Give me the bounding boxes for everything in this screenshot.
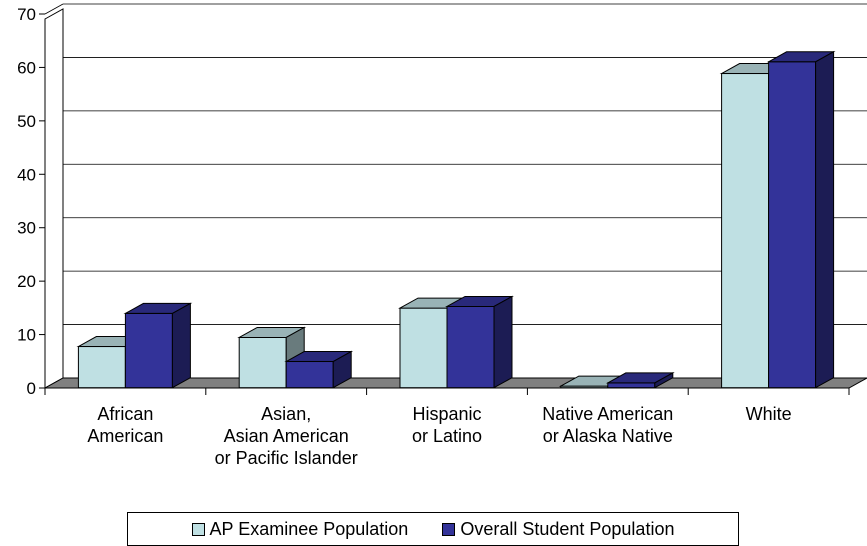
legend-label-ap-examinee: AP Examinee Population xyxy=(209,518,409,539)
legend-item-overall-student: Overall Student Population xyxy=(442,519,674,540)
x-category-label: African American xyxy=(87,404,163,446)
bar-0-0 xyxy=(77,346,126,389)
x-category-label-line: White xyxy=(746,404,792,424)
x-category-label-line: Native American xyxy=(542,404,673,424)
x-category-label-line: American xyxy=(87,426,163,446)
bar-1-4 xyxy=(768,61,817,389)
y-tick-label: 10 xyxy=(17,326,36,345)
y-tick-label: 30 xyxy=(17,219,36,238)
bar-1-2 xyxy=(446,305,495,389)
bar-side-1-4 xyxy=(815,50,835,389)
x-category-label: Hispanic or Latino xyxy=(412,404,482,446)
legend-swatch-overall-student xyxy=(442,522,456,536)
x-category-label: Asian, Asian American or Pacific Islander xyxy=(215,404,358,468)
bar-1-1 xyxy=(285,361,334,389)
legend: AP Examinee Population Overall Student P… xyxy=(127,512,739,546)
gridline-side xyxy=(44,3,64,15)
bar-1-3 xyxy=(607,382,656,389)
x-category-label-line: Hispanic xyxy=(412,404,481,424)
x-category-label-line: or Alaska Native xyxy=(543,426,673,446)
bar-side-1-0 xyxy=(171,302,191,389)
legend-item-ap-examinee: AP Examinee Population xyxy=(191,518,409,540)
y-tick-label: 60 xyxy=(17,58,36,77)
bar-1-0 xyxy=(124,312,173,389)
y-tick-label: 40 xyxy=(17,165,36,184)
y-tick-label: 50 xyxy=(17,112,36,131)
x-category-label: White xyxy=(746,404,792,424)
bars xyxy=(76,50,836,389)
y-axis: 0 10 20 30 40 50 60 70 xyxy=(17,5,46,398)
bar-0-2 xyxy=(399,307,448,389)
x-axis: African American Asian, Asian American or Pa… xyxy=(44,387,850,468)
bar-0-4 xyxy=(721,73,770,389)
x-category-label: Native American or Alaska Native xyxy=(542,404,673,446)
bar-side-1-2 xyxy=(493,295,513,389)
bar-side-1-3 xyxy=(654,372,674,389)
chart-area: 0 10 20 30 40 50 60 70 African American Asian, Asi… xyxy=(17,3,867,468)
y-tick-label: 20 xyxy=(17,272,36,291)
x-category-label-line: or Latino xyxy=(412,426,482,446)
x-category-label-line: Asian American xyxy=(224,426,349,446)
legend-label-overall-student: Overall Student Population xyxy=(460,518,675,539)
x-category-label-line: Asian, xyxy=(261,404,311,424)
legend-swatch-ap-examinee xyxy=(191,522,205,536)
bar-0-1 xyxy=(238,336,287,389)
y-tick-label: 70 xyxy=(17,5,36,24)
bar-side-1-1 xyxy=(332,350,352,389)
x-category-label-line: or Pacific Islander xyxy=(215,448,358,468)
y-tick-label: 0 xyxy=(27,379,36,398)
side-wall xyxy=(44,8,64,389)
x-category-label-line: African xyxy=(97,404,153,424)
